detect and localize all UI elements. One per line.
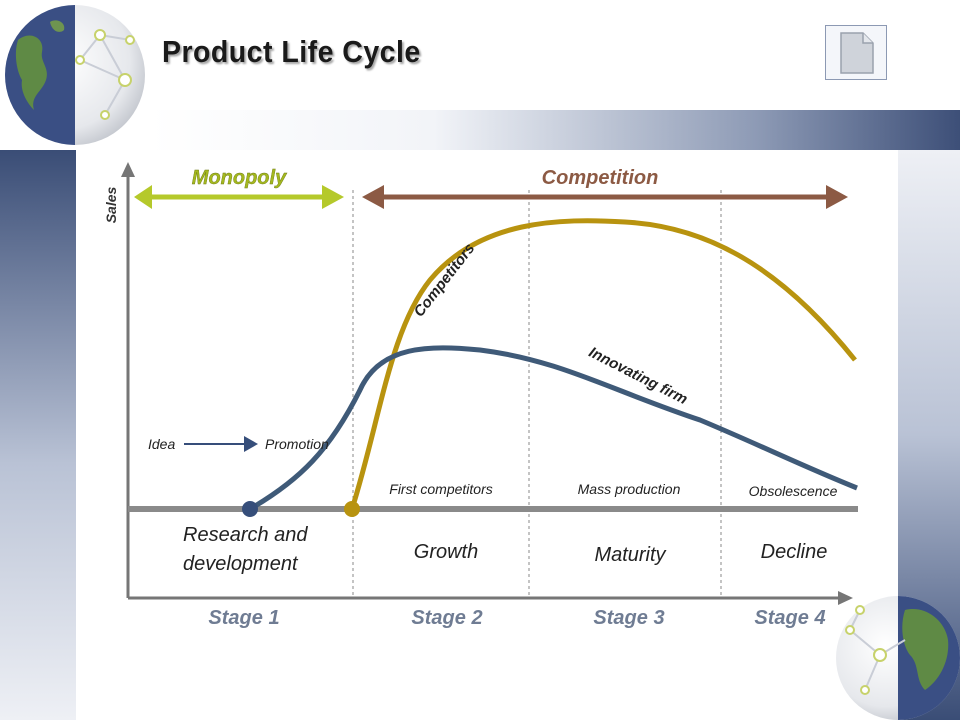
content-panel [76,150,898,720]
innovating-firm-start-marker [242,501,258,517]
document-icon [840,32,874,74]
globe-network-icon-top [5,5,145,145]
header-band [150,110,960,150]
stage-dividers [352,190,722,596]
competitors-start-marker [344,501,360,517]
stage-name-rd-line1: Research and [183,524,308,546]
stage-3-label: Stage 3 [593,607,664,629]
promotion-label: Promotion [265,436,329,452]
competition-label: Competition [542,167,659,189]
innovating-firm-curve [248,345,858,512]
stage-name-growth: Growth [414,541,478,563]
stage-name-rd-line2: development [183,553,299,575]
obsolescence-label: Obsolescence [749,483,838,499]
competition-arrow [362,185,848,209]
left-side-bar [0,150,76,720]
stage-2-label: Stage 2 [411,607,482,629]
monopoly-label: Monopoly [192,167,287,189]
document-button[interactable] [825,25,887,80]
globe-network-icon-bottom [836,596,960,720]
stage-name-maturity: Maturity [594,544,666,566]
monopoly-arrow [134,185,344,209]
stage-1-label: Stage 1 [208,607,279,629]
y-axis-label: Sales [103,186,119,223]
stage-name-decline: Decline [761,541,828,563]
idea-label: Idea [148,436,175,452]
competitors-curve [349,218,857,510]
stage-4-label: Stage 4 [754,607,825,629]
mass-production-label: Mass production [578,481,681,497]
page-title: Product Life Cycle [162,34,421,69]
first-competitors-label: First competitors [389,481,492,497]
